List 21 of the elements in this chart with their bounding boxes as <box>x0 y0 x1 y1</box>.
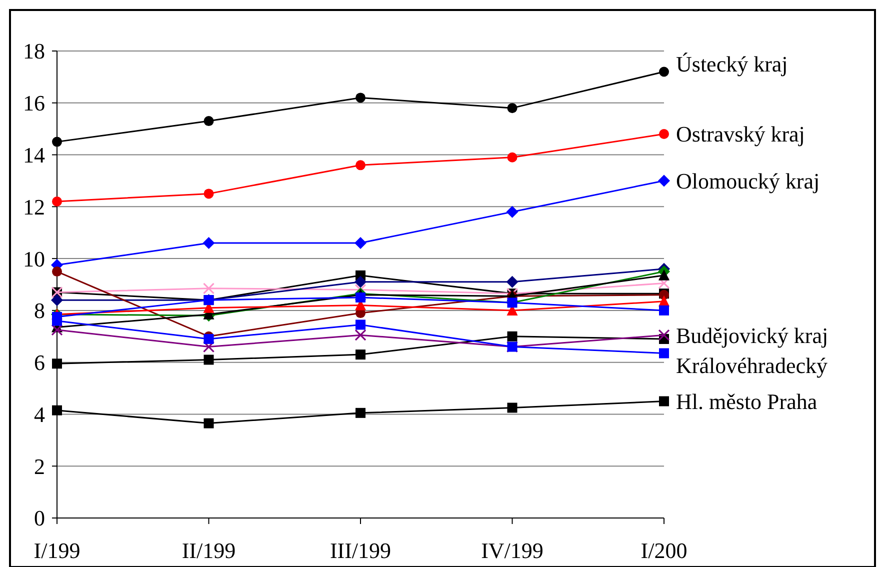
y-tick-label: 8 <box>34 298 45 324</box>
y-tick-label: 10 <box>23 246 45 272</box>
y-tick-label: 16 <box>23 90 45 116</box>
x-tick-label: I/199 <box>34 538 80 563</box>
x-tick-label: II/199 <box>182 538 236 563</box>
y-tick-label: 2 <box>34 454 45 479</box>
y-tick-label: 12 <box>23 194 45 220</box>
x-tick-label: I/200 <box>640 538 688 563</box>
series-label: Hl. město Praha <box>676 388 818 414</box>
x-tick-label: IV/199 <box>481 538 544 563</box>
y-tick-label: 0 <box>34 506 45 531</box>
y-tick-label: 4 <box>34 402 45 427</box>
x-tick-label: III/199 <box>330 538 392 563</box>
y-tick-label: 14 <box>23 142 45 168</box>
series-label: Olomoucký kraj <box>676 168 820 194</box>
y-tick-label: 18 <box>23 38 45 64</box>
series-label: Ostravský kraj <box>676 122 805 147</box>
series-label: Budějovický kraj <box>676 322 828 348</box>
series-label: Královéhradecký <box>676 352 828 378</box>
series-label: Ústecký kraj <box>676 51 788 76</box>
y-tick-label: 6 <box>34 350 45 376</box>
